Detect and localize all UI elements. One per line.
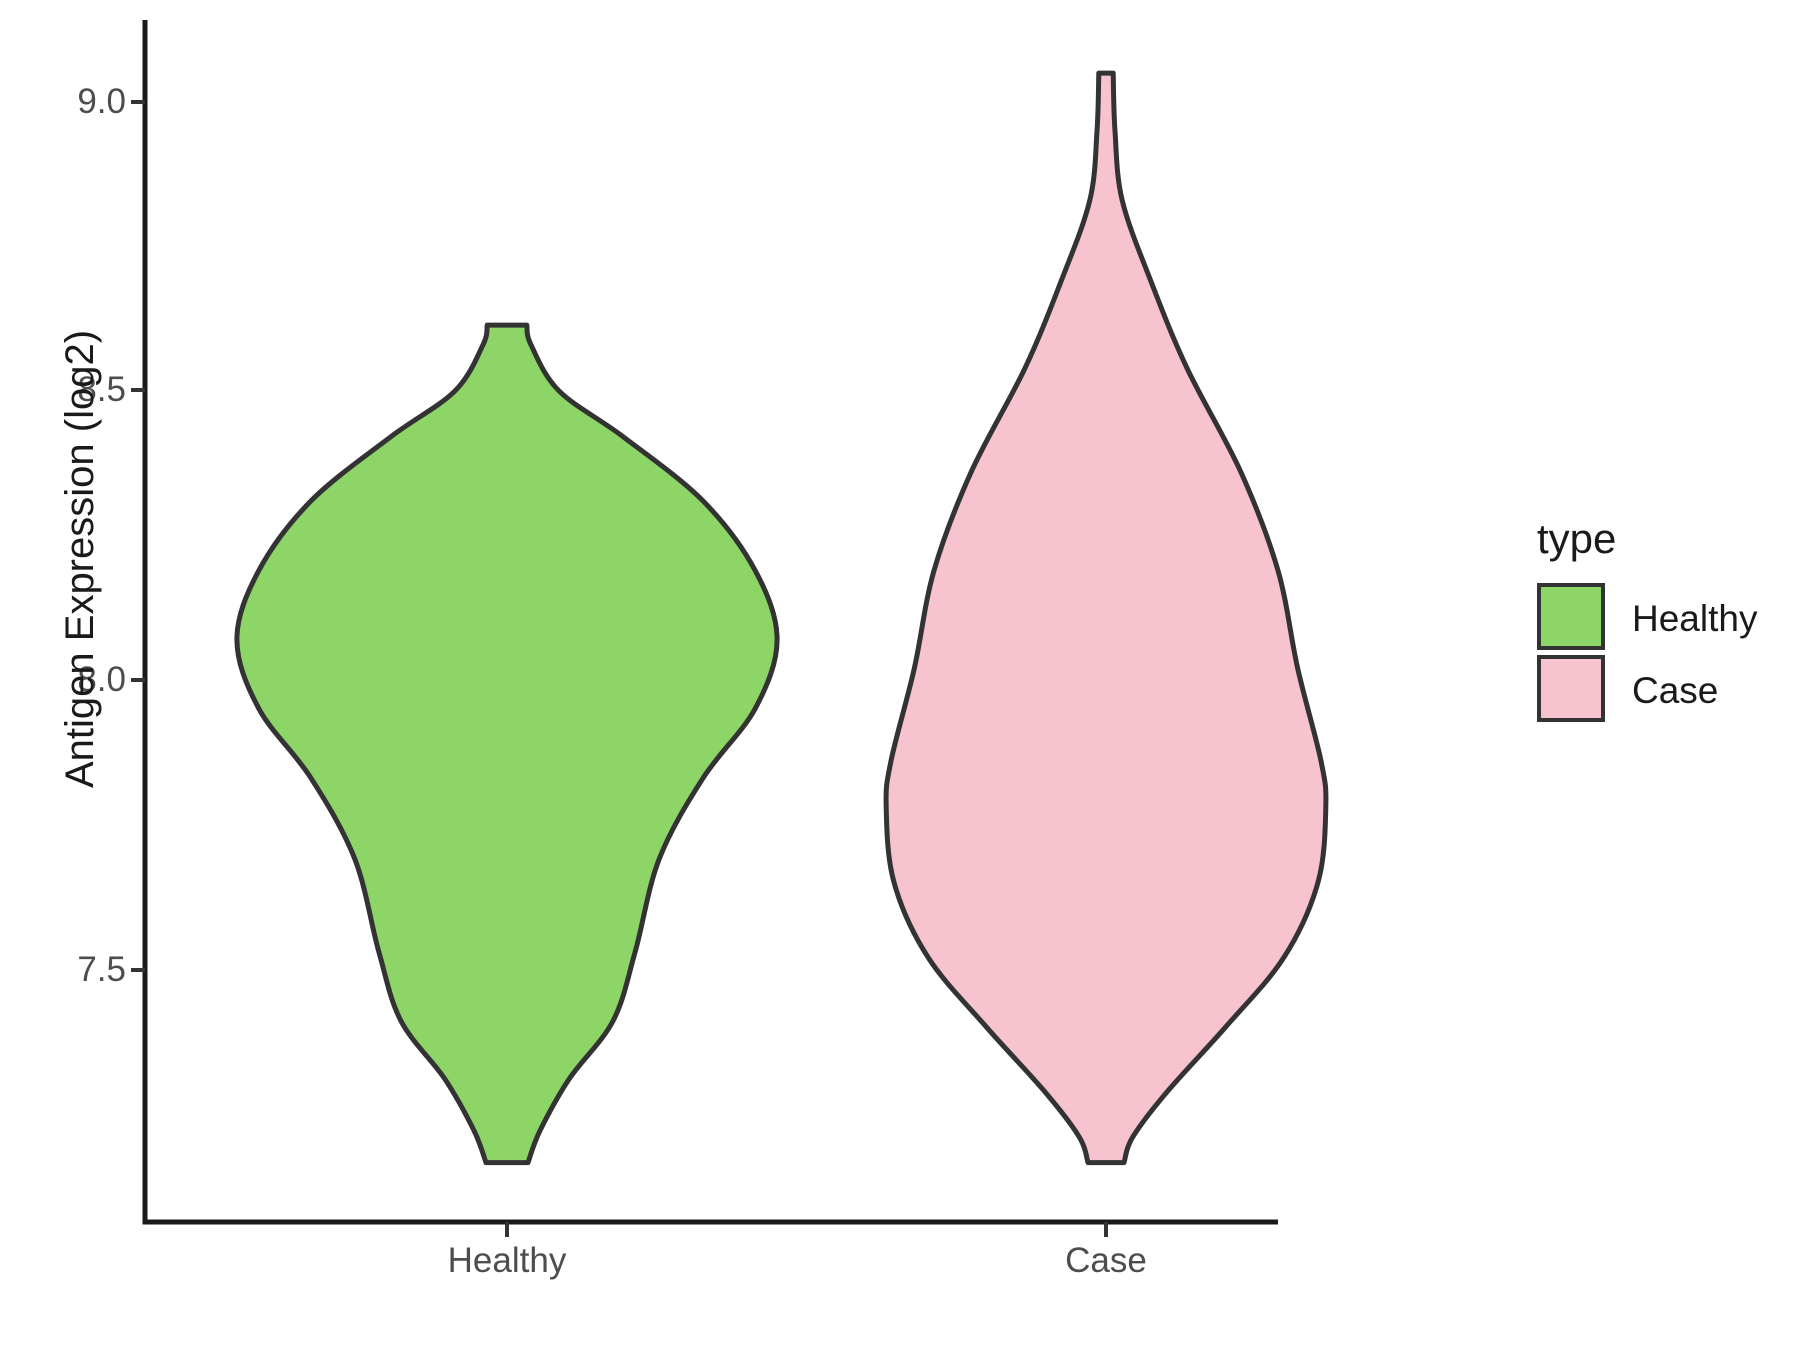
legend-label-case: Case (1632, 670, 1719, 711)
violin-case (883, 70, 1329, 1166)
x-tick-label-healthy: Healthy (447, 1241, 567, 1280)
legend-label-healthy: Healthy (1632, 598, 1758, 639)
y-tick-label-7.5: 7.5 (77, 950, 126, 989)
violin-healthy (234, 322, 780, 1166)
violins-layer (234, 70, 1329, 1166)
y-tick-label-9.0: 9.0 (77, 82, 126, 121)
x-tick-label-case: Case (1065, 1241, 1147, 1280)
legend-key-case-swatch (1537, 655, 1605, 722)
y-tick-label-8.5: 8.5 (77, 370, 126, 409)
legend-key-healthy-swatch (1537, 583, 1605, 650)
y-tick-label-8.0: 8.0 (77, 660, 126, 699)
legend-title: type (1537, 515, 1617, 562)
y-axis-title: Antigen Expression (log2) (58, 329, 102, 789)
